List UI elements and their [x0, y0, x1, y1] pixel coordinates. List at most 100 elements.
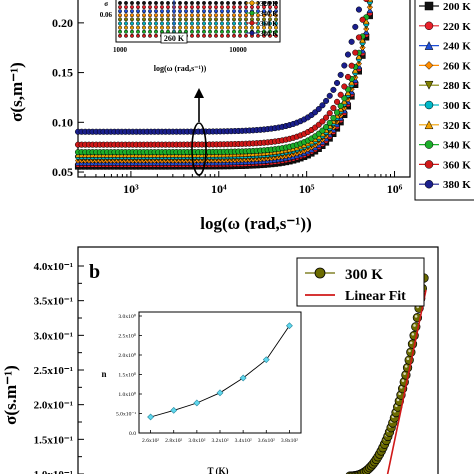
panel-b-plot-frame	[77, 246, 439, 474]
panel-a-data-point	[330, 104, 337, 111]
panel-a-inset-point	[166, 17, 170, 22]
panel-a-inset-point	[118, 29, 122, 34]
panel-a-inset-point	[274, 33, 278, 38]
panel-a-inset-point	[148, 33, 152, 38]
panel-a-inset-point	[232, 13, 236, 18]
panel-a-inset-point	[238, 13, 242, 18]
panel-a-arrow-head	[194, 88, 204, 98]
panel-a-data-point	[352, 23, 359, 30]
panel-a-inset-legend-label: 340 K	[260, 10, 278, 18]
panel-a-inset-point	[148, 29, 152, 34]
panel-a-inset-point	[184, 25, 188, 30]
panel-a-inset-point	[178, 5, 182, 10]
panel-a-inset-point	[220, 9, 224, 14]
panel-a-legend-marker	[424, 140, 434, 149]
panel-a-inset-point	[274, 9, 278, 14]
panel-a-data-point	[341, 97, 348, 105]
panel-a-inset-point	[208, 21, 212, 26]
panel-b-y-tick-label: 1.5x10⁻¹	[34, 434, 73, 446]
panel-a-inset-point	[130, 21, 134, 26]
panel-a-inset-point	[154, 9, 158, 14]
panel-a-inset-point	[226, 29, 230, 34]
panel-a-inset-point	[196, 21, 200, 26]
panel-a-inset-point	[268, 1, 272, 5]
panel-a-data-point	[355, 52, 363, 60]
panel-b-inset-x-tick-label: 2.8x10²	[165, 438, 182, 444]
panel-a-inset-point	[214, 21, 218, 26]
panel-b-point-highlight	[408, 349, 411, 353]
legend-linear-fit-label: Linear Fit	[345, 289, 406, 304]
panel-a-inset-point	[220, 13, 224, 18]
panel-a-inset-point	[238, 5, 242, 10]
panel-a-inset-legend: 320 K 340 K 360 K 380 K	[246, 0, 278, 38]
panel-a-inset-point	[208, 25, 212, 30]
panel-a-inset-point	[124, 21, 128, 26]
panel-a-inset-point	[148, 21, 152, 26]
panel-a-inset-point	[274, 1, 278, 5]
panel-a-inset-point	[136, 17, 140, 22]
panel-b-point-highlight	[396, 398, 400, 402]
panel-a-series-340K	[74, 14, 370, 156]
panel-a-inset-x-tick-10000: 10000	[229, 46, 247, 54]
panel-a-inset-point	[196, 1, 200, 5]
panel-a-inset-point	[256, 5, 260, 10]
panel-a-data-point	[341, 62, 348, 69]
panel-a-inset-point	[196, 33, 200, 38]
panel-a-y-tick-label: 0.20	[52, 16, 73, 30]
panel-a-data-point	[326, 119, 333, 126]
panel-b-y-tick-label: 1.0x10⁻¹	[34, 469, 73, 474]
panel-a-inset-point	[190, 25, 194, 30]
panel-a-inset-point	[124, 29, 128, 34]
panel-b-inset-x-tick-label: 3.4x10²	[235, 438, 252, 444]
panel-a-inset-point	[244, 9, 248, 14]
panel-a-inset-point	[262, 33, 266, 38]
panel-a-inset-point	[184, 1, 188, 5]
panel-a-inset-point	[268, 13, 272, 18]
panel-a-inset-point	[148, 13, 152, 18]
panel-a-y-tick-label: 0.05	[52, 165, 73, 179]
panel-b-inset-ticks: 0.0 5.0x10⁻¹ 1.0x10⁰ 1.5x10⁰ 2.0x10⁰ 2.5x10⁰ 3…	[116, 313, 298, 444]
panel-b-inset-x-tick-label: 3.6x10²	[258, 438, 275, 444]
panel-a-inset-point	[244, 17, 248, 22]
panel-a-inset-point	[232, 5, 236, 10]
panel-a-data-point	[330, 115, 337, 122]
panel-a-data-point	[326, 92, 333, 99]
panel-a-series-360K	[74, 0, 370, 148]
panel-a-inset-point	[130, 25, 134, 30]
panel-a-inset-point	[136, 29, 140, 34]
panel-a-inset-point	[142, 1, 146, 5]
panel-a-inset-point	[154, 13, 158, 18]
panel-a-inset-point	[190, 1, 194, 5]
panel-a-inset-point	[226, 5, 230, 10]
panel-a-inset-legend-marker	[249, 30, 255, 36]
panel-a-x-ticks: 10³ 10⁴ 10⁵ 10⁶	[84, 171, 403, 196]
panel-a-inset-point	[136, 33, 140, 38]
panel-b-inset-y-tick-label: 0.0	[129, 431, 136, 437]
panel-a-legend-label: 380 K	[443, 179, 471, 191]
panel-a-inset-point	[184, 21, 188, 26]
panel-a-inset-point	[142, 5, 146, 10]
panel-a-data-point	[333, 109, 341, 116]
panel-a-inset-point	[232, 33, 236, 38]
panel-a-y-ticks: 0.05 0.10 0.15 0.20	[52, 16, 84, 179]
panel-a-inset-point	[220, 5, 224, 10]
panel-b-point-highlight	[406, 357, 410, 361]
panel-a-inset-point	[214, 1, 218, 5]
panel-a-inset-point	[166, 9, 170, 14]
panel-a-x-tick-label: 10⁶	[387, 182, 403, 196]
panel-a-data-point	[359, 16, 366, 23]
panel-b-inset-frame	[138, 311, 302, 434]
panel-a-inset-point	[226, 9, 230, 14]
panel-a-data-point	[323, 124, 330, 131]
panel-a-inset-point	[196, 25, 200, 30]
panel-a-inset-point	[118, 5, 122, 10]
panel-b-inset-y-label: n	[101, 369, 106, 379]
panel-a-inset-point	[148, 1, 152, 5]
panel-a-inset-point	[274, 21, 278, 26]
panel-a-legend-marker	[424, 80, 434, 90]
panel-b-point-highlight	[404, 365, 408, 368]
panel-b-inset-point	[193, 399, 201, 407]
panel-b-inset-points	[147, 322, 293, 421]
panel-a-inset-point	[178, 9, 182, 14]
panel-a-inset-point	[190, 13, 194, 18]
